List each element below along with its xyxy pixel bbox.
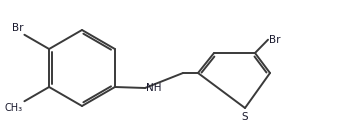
Text: S: S — [242, 112, 248, 122]
Text: NH: NH — [146, 83, 161, 93]
Text: Br: Br — [269, 35, 281, 45]
Text: CH₃: CH₃ — [5, 103, 23, 113]
Text: Br: Br — [11, 23, 23, 33]
